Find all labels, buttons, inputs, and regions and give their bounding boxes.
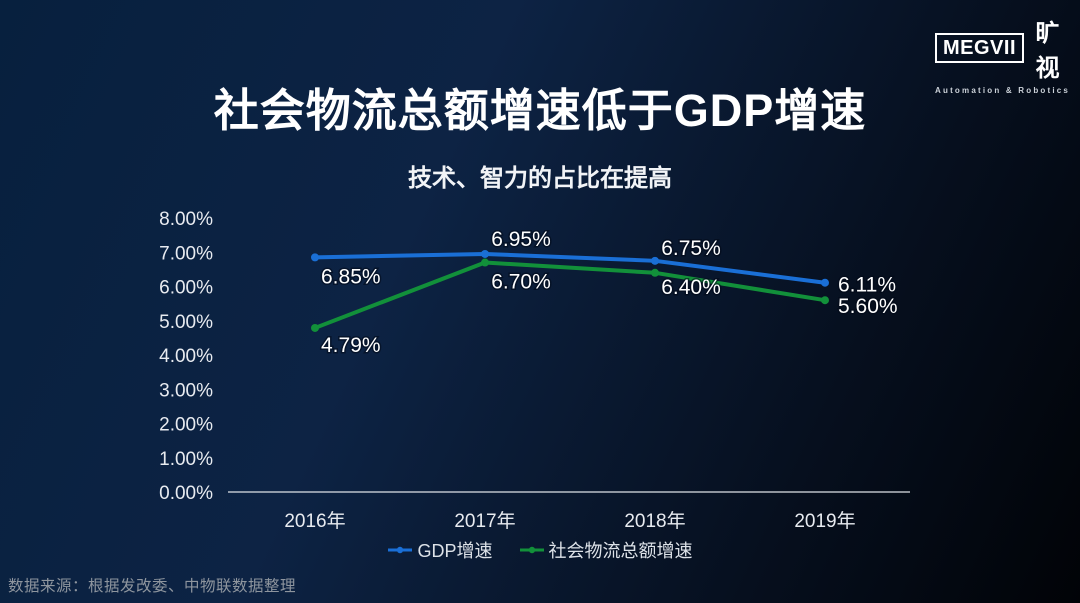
logistics-growth-point-marker [821, 296, 829, 305]
gdp-growth-line [313, 251, 827, 285]
legend-item-logistics: 社会物流总额增速 [519, 537, 693, 563]
gdp-growth-point-marker [481, 249, 489, 258]
legend-marker-gdp-icon [388, 546, 413, 554]
logistics-growth-data-label: 4.79% [321, 334, 381, 357]
page-subtitle: 技术、智力的占比在提高 [408, 165, 672, 192]
logistics-growth-data-label: 6.70% [491, 271, 551, 294]
x-axis-label: 2019年 [794, 510, 855, 532]
chart-legend: GDP增速 社会物流总额增速 [0, 537, 1080, 563]
y-axis-tick-label: 3.00% [159, 380, 213, 401]
gdp-growth-data-label: 6.95% [491, 228, 551, 251]
x-axis-label: 2018年 [624, 510, 685, 532]
legend-label-gdp: GDP增速 [417, 541, 493, 561]
logistics-growth-data-label: 5.60% [838, 295, 898, 318]
y-axis-tick-label: 1.00% [159, 449, 213, 470]
data-source-note: 数据来源：根据发改委、中物联数据整理 [8, 578, 297, 595]
y-axis-tick-label: 2.00% [159, 415, 213, 436]
gdp-growth-point-marker [821, 278, 829, 287]
y-axis-tick-label: 5.00% [159, 312, 213, 333]
x-axis-label: 2017年 [454, 510, 515, 532]
megvii-logo: MEGVII 旷视 Automation & Robotics [935, 13, 1071, 95]
page-title: 社会物流总额增速低于GDP增速 [213, 85, 867, 136]
y-axis-tick-label: 0.00% [159, 483, 213, 504]
gdp-growth-point-marker [311, 253, 319, 262]
logistics-growth-point-marker [311, 323, 319, 332]
legend-marker-logistics-icon [519, 546, 544, 554]
gdp-growth-point-marker [651, 256, 659, 265]
gdp-growth-data-label: 6.11% [838, 274, 896, 297]
x-axis-label: 2016年 [284, 510, 345, 532]
logo-brand: MEGVII [935, 33, 1025, 63]
gdp-growth-data-label: 6.75% [661, 237, 721, 260]
y-axis-tick-label: 4.00% [159, 346, 213, 367]
legend-label-logistics: 社会物流总额增速 [548, 541, 693, 561]
logistics-growth-data-label: 6.40% [661, 276, 721, 299]
gdp-growth-data-label: 6.85% [321, 265, 381, 288]
y-axis-tick-label: 8.00% [159, 209, 213, 230]
logo-tagline: Automation & Robotics [935, 86, 1071, 95]
y-axis-tick-label: 6.00% [159, 278, 213, 299]
y-axis-tick-label: 7.00% [159, 243, 213, 264]
logo-brand-cn: 旷视 [1035, 20, 1061, 82]
logistics-growth-point-marker [651, 268, 659, 277]
logistics-growth-line [313, 260, 827, 330]
logistics-growth-point-marker [481, 258, 489, 267]
legend-item-gdp: GDP增速 [387, 537, 493, 563]
